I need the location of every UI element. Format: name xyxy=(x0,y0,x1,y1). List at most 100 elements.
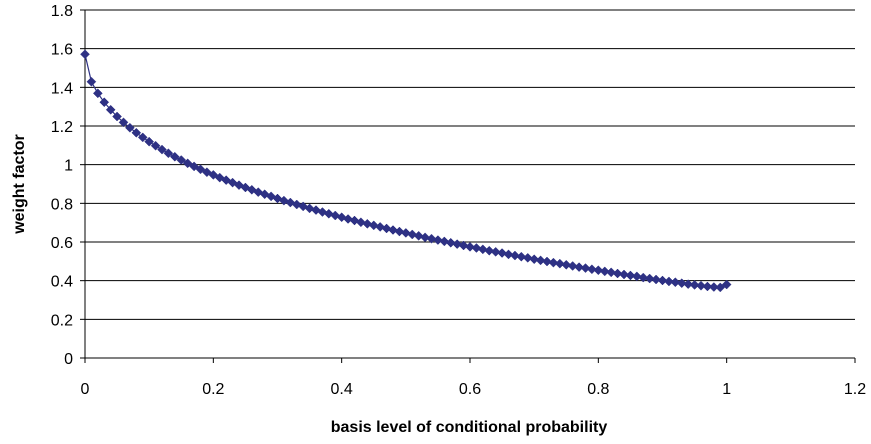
data-point xyxy=(503,249,514,260)
data-point xyxy=(651,274,661,285)
data-point xyxy=(554,258,565,269)
data-point xyxy=(362,218,373,229)
data-point xyxy=(169,151,180,162)
x-tick-label: 0.8 xyxy=(587,381,609,398)
data-point xyxy=(689,280,700,290)
data-point xyxy=(433,235,443,245)
y-tick-label: 0.4 xyxy=(51,274,73,291)
y-tick-label: 1 xyxy=(64,158,73,175)
data-point xyxy=(497,248,507,258)
data-point xyxy=(394,226,405,237)
data-point xyxy=(125,122,135,133)
data-point xyxy=(131,127,142,138)
data-point xyxy=(631,271,642,282)
y-tick-label: 0 xyxy=(64,351,73,368)
data-point xyxy=(644,273,655,284)
data-point xyxy=(535,255,546,266)
y-tick-labels: 0 0.2 0.4 0.6 0.8 1 1.2 1.4 1.6 1.8 xyxy=(51,3,73,368)
data-point xyxy=(619,269,629,280)
plot-area xyxy=(80,49,732,293)
data-point xyxy=(356,217,366,228)
data-point xyxy=(490,247,501,257)
data-point xyxy=(407,229,418,240)
data-point xyxy=(599,266,610,277)
data-point xyxy=(400,228,411,238)
data-point xyxy=(721,279,732,290)
y-tick-label: 0.2 xyxy=(51,312,73,329)
data-point xyxy=(574,262,584,272)
x-axis-title: basis level of conditional probability xyxy=(331,419,608,436)
data-point xyxy=(150,140,161,151)
y-tick-label: 1.2 xyxy=(51,119,73,136)
data-point xyxy=(176,155,187,165)
y-axis-title: weight factor xyxy=(11,134,28,235)
data-point xyxy=(420,232,430,243)
data-point xyxy=(657,275,668,286)
data-point xyxy=(99,97,110,108)
data-point xyxy=(638,272,649,283)
data-point xyxy=(477,244,488,255)
x-tick-label: 0.2 xyxy=(202,381,224,398)
data-point xyxy=(118,117,129,128)
x-tick-label: 0.6 xyxy=(459,381,481,398)
series-line xyxy=(84,54,727,289)
data-point xyxy=(625,270,636,281)
data-point xyxy=(246,184,257,195)
data-point xyxy=(343,214,353,224)
data-point xyxy=(529,254,540,265)
data-point xyxy=(696,280,706,291)
data-point xyxy=(567,261,578,271)
data-point xyxy=(484,245,495,256)
data-point xyxy=(144,136,155,147)
data-point xyxy=(439,236,450,247)
data-point xyxy=(381,223,392,234)
data-point xyxy=(137,132,148,143)
data-point xyxy=(452,239,463,249)
data-point xyxy=(426,233,437,244)
data-point xyxy=(612,268,623,279)
data-point xyxy=(683,279,694,290)
data-point xyxy=(708,282,719,292)
x-tick-label: 1.2 xyxy=(844,381,866,398)
data-point xyxy=(606,267,617,278)
data-point xyxy=(471,243,482,253)
y-tick-label: 0.6 xyxy=(51,235,73,252)
data-point xyxy=(664,276,674,287)
data-point xyxy=(112,111,122,122)
data-point xyxy=(458,240,469,251)
data-point xyxy=(510,250,520,261)
axes xyxy=(80,9,856,363)
grid-lines xyxy=(85,9,855,320)
data-point xyxy=(163,148,174,159)
data-point xyxy=(548,257,559,268)
data-point xyxy=(92,88,103,99)
data-point xyxy=(465,241,475,252)
x-tick-label: 0 xyxy=(81,381,90,398)
data-point xyxy=(561,259,572,270)
data-point xyxy=(182,158,193,169)
data-point xyxy=(516,251,527,262)
x-tick-label: 0.4 xyxy=(331,381,353,398)
data-point xyxy=(368,220,379,231)
data-point xyxy=(676,278,687,289)
y-tick-label: 1.6 xyxy=(51,42,73,59)
data-point xyxy=(542,256,552,267)
data-point xyxy=(105,104,116,115)
data-point xyxy=(80,49,90,60)
y-tick-label: 1.8 xyxy=(51,3,73,20)
data-point xyxy=(375,222,386,232)
data-point xyxy=(670,277,681,288)
data-point xyxy=(413,230,424,241)
data-point xyxy=(580,263,591,273)
y-tick-label: 1.4 xyxy=(51,80,73,97)
data-point xyxy=(702,281,713,292)
y-tick-label: 0.8 xyxy=(51,196,73,213)
data-point xyxy=(86,76,97,87)
data-point xyxy=(522,252,533,263)
data-point xyxy=(587,264,597,275)
data-point xyxy=(157,144,167,155)
x-tick-labels: 0 0.2 0.4 0.6 0.8 1 1.2 xyxy=(81,381,867,398)
data-point xyxy=(388,225,398,235)
x-tick-label: 1 xyxy=(722,381,731,398)
